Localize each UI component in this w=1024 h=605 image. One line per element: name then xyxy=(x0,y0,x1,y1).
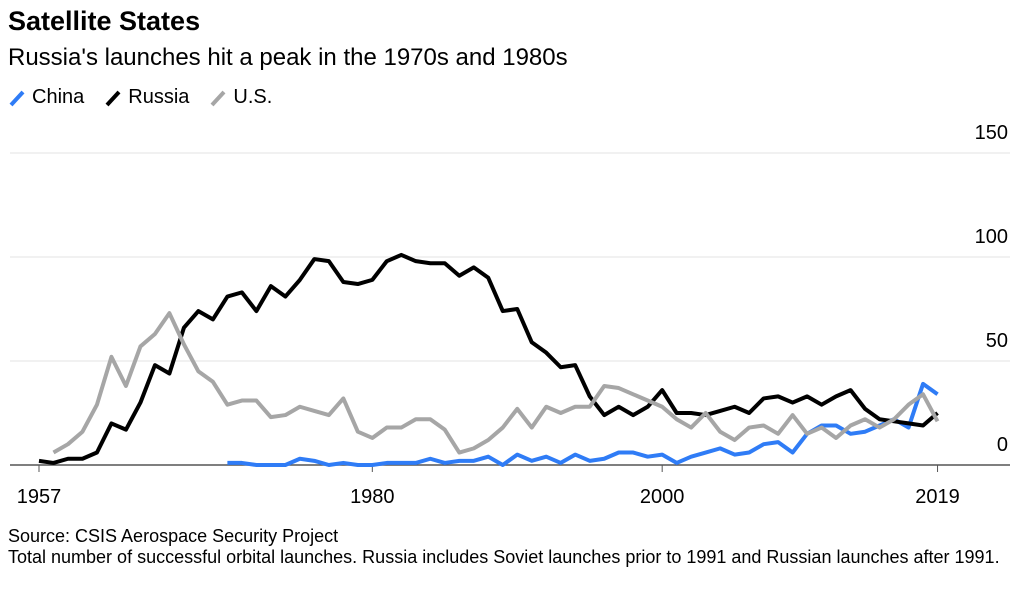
y-tick-label: 100 xyxy=(975,226,1008,248)
legend-swatch-line xyxy=(210,90,226,106)
legend-swatch xyxy=(105,90,121,106)
note: Total number of successful orbital launc… xyxy=(8,547,1000,567)
legend-item: Russia xyxy=(104,86,189,109)
legend-item: U.S. xyxy=(209,86,272,109)
legend-label: China xyxy=(32,86,85,108)
x-tick-label: 2019 xyxy=(915,486,960,508)
series-line xyxy=(52,311,940,455)
x-tick-label: 2000 xyxy=(640,486,685,508)
legend-swatch-line xyxy=(9,90,25,106)
legend-item: China xyxy=(8,86,84,109)
footer: Source: CSIS Aerospace Security Project … xyxy=(8,526,1016,568)
x-tick-label: 1957 xyxy=(17,486,62,508)
chart-title: Satellite States xyxy=(8,6,201,36)
legend: China Russia U.S. xyxy=(8,86,272,109)
legend-label: Russia xyxy=(128,86,190,108)
series-line xyxy=(227,381,939,467)
y-tick-label: 0 xyxy=(997,434,1008,456)
source: Source: CSIS Aerospace Security Project xyxy=(8,526,339,546)
chart-subtitle: Russia's launches hit a peak in the 1970… xyxy=(8,44,568,71)
legend-swatch xyxy=(210,90,226,106)
chart: 0 50 100 150 1957 1980 2000 2019 xyxy=(10,122,1010,508)
y-tick-label: 150 xyxy=(975,122,1008,144)
series-line xyxy=(38,252,939,465)
legend-label: U.S. xyxy=(233,86,273,108)
legend-swatch-line xyxy=(105,90,121,106)
y-tick-label: 50 xyxy=(986,330,1008,352)
x-tick-label: 1980 xyxy=(350,486,395,508)
legend-swatch xyxy=(9,90,25,106)
